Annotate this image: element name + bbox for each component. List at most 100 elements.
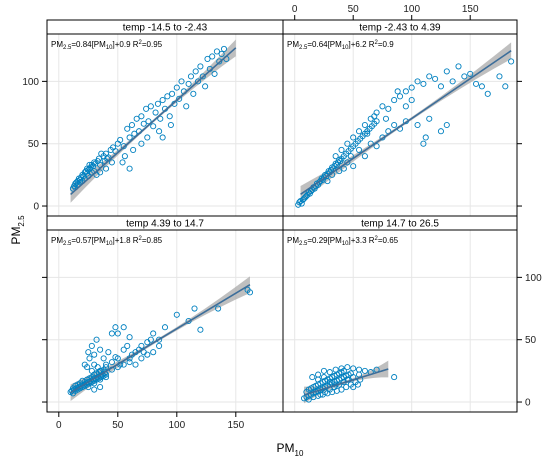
data-point [150, 330, 157, 337]
regression-line [70, 283, 251, 394]
data-point [86, 355, 93, 362]
data-point [502, 83, 509, 90]
data-point [119, 159, 126, 166]
data-point [86, 161, 93, 168]
data-point [326, 369, 333, 376]
data-point [133, 115, 140, 122]
regression-equation: PM2.5=0.64[PM10]+6.2 R2=0.9 [287, 40, 394, 51]
data-point [138, 113, 145, 120]
data-point [192, 68, 199, 75]
data-point [143, 105, 150, 112]
data-point [159, 134, 166, 141]
data-point [391, 121, 398, 129]
regression-line [303, 368, 389, 396]
data-point [347, 153, 354, 160]
data-point [402, 103, 409, 110]
data-point [426, 115, 433, 122]
data-point [508, 58, 515, 65]
data-point [426, 73, 433, 80]
data-point [373, 143, 380, 150]
data-point [85, 349, 92, 356]
x-tick-label: 150 [227, 420, 244, 431]
data-point [394, 88, 401, 95]
data-point [472, 80, 480, 87]
data-point [443, 68, 450, 75]
data-point [176, 95, 183, 102]
panel-strip [282, 215, 518, 231]
regression-equation: PM2.5=0.29[PM10]+3.3 R2=0.65 [287, 236, 399, 247]
data-point [373, 118, 380, 125]
data-point [91, 380, 98, 387]
data-point [120, 346, 127, 353]
data-point [156, 342, 163, 349]
data-point [128, 121, 136, 129]
data-point [361, 367, 368, 374]
data-point [414, 78, 421, 85]
data-point [138, 355, 145, 362]
label-layer: temp -14.5 to -2.43 PM2.5=0.84[PM10]+0.9 … [22, 4, 542, 431]
data-point [100, 355, 107, 362]
y-tick-label: 50 [28, 139, 40, 150]
data-point [187, 73, 195, 80]
data-point [422, 134, 429, 141]
panel-strip-label: temp 14.7 to 26.5 [361, 219, 439, 230]
data-point [97, 367, 104, 374]
y-tick-label: 50 [525, 335, 537, 346]
data-point [91, 159, 98, 166]
data-point [145, 118, 152, 125]
regression-equation: PM2.5=0.57[PM10]+1.8 R2=0.85 [51, 236, 163, 247]
data-point [496, 73, 503, 80]
panel-strip-label: temp -2.43 to 4.39 [359, 23, 441, 34]
data-point [211, 70, 218, 77]
data-point [85, 384, 92, 391]
data-point [379, 103, 386, 110]
data-point [138, 140, 145, 147]
data-point [213, 48, 220, 55]
data-point [156, 336, 163, 343]
data-point [150, 349, 157, 356]
data-point [455, 63, 462, 70]
data-point [385, 105, 392, 112]
data-point [156, 128, 163, 135]
data-point [124, 342, 131, 349]
data-point [443, 121, 450, 129]
data-point [320, 367, 328, 374]
data-point [108, 159, 115, 166]
data-point [461, 73, 468, 80]
data-point [322, 389, 329, 396]
data-point [202, 83, 209, 90]
data-point [97, 384, 104, 391]
data-point [414, 121, 421, 129]
data-point [157, 115, 164, 122]
data-point [178, 78, 185, 85]
data-point [246, 289, 254, 296]
y-tick-label: 0 [525, 398, 531, 409]
data-point [108, 359, 115, 366]
data-point [449, 78, 456, 85]
data-point [467, 70, 474, 77]
data-point [350, 365, 357, 372]
y-tick-label: 0 [33, 202, 39, 213]
x-tick-label: 150 [462, 4, 479, 15]
panel-strip-label: temp 4.39 to 14.7 [126, 219, 204, 230]
data-point [355, 128, 363, 135]
data-point [117, 136, 124, 144]
data-point [354, 381, 361, 388]
data-point [305, 396, 312, 403]
data-point [126, 334, 133, 341]
x-tick-label: 0 [292, 4, 298, 15]
data-point [324, 178, 331, 185]
data-point [144, 134, 151, 141]
data-point [102, 364, 110, 371]
data-point [88, 367, 95, 374]
data-point [344, 159, 351, 166]
data-point [220, 45, 228, 53]
data-point [298, 200, 305, 207]
data-point [114, 330, 121, 337]
x-tick-label: 50 [112, 420, 124, 431]
data-point [91, 386, 98, 393]
data-point [98, 150, 105, 157]
data-point [215, 305, 222, 312]
data-point [364, 130, 371, 137]
